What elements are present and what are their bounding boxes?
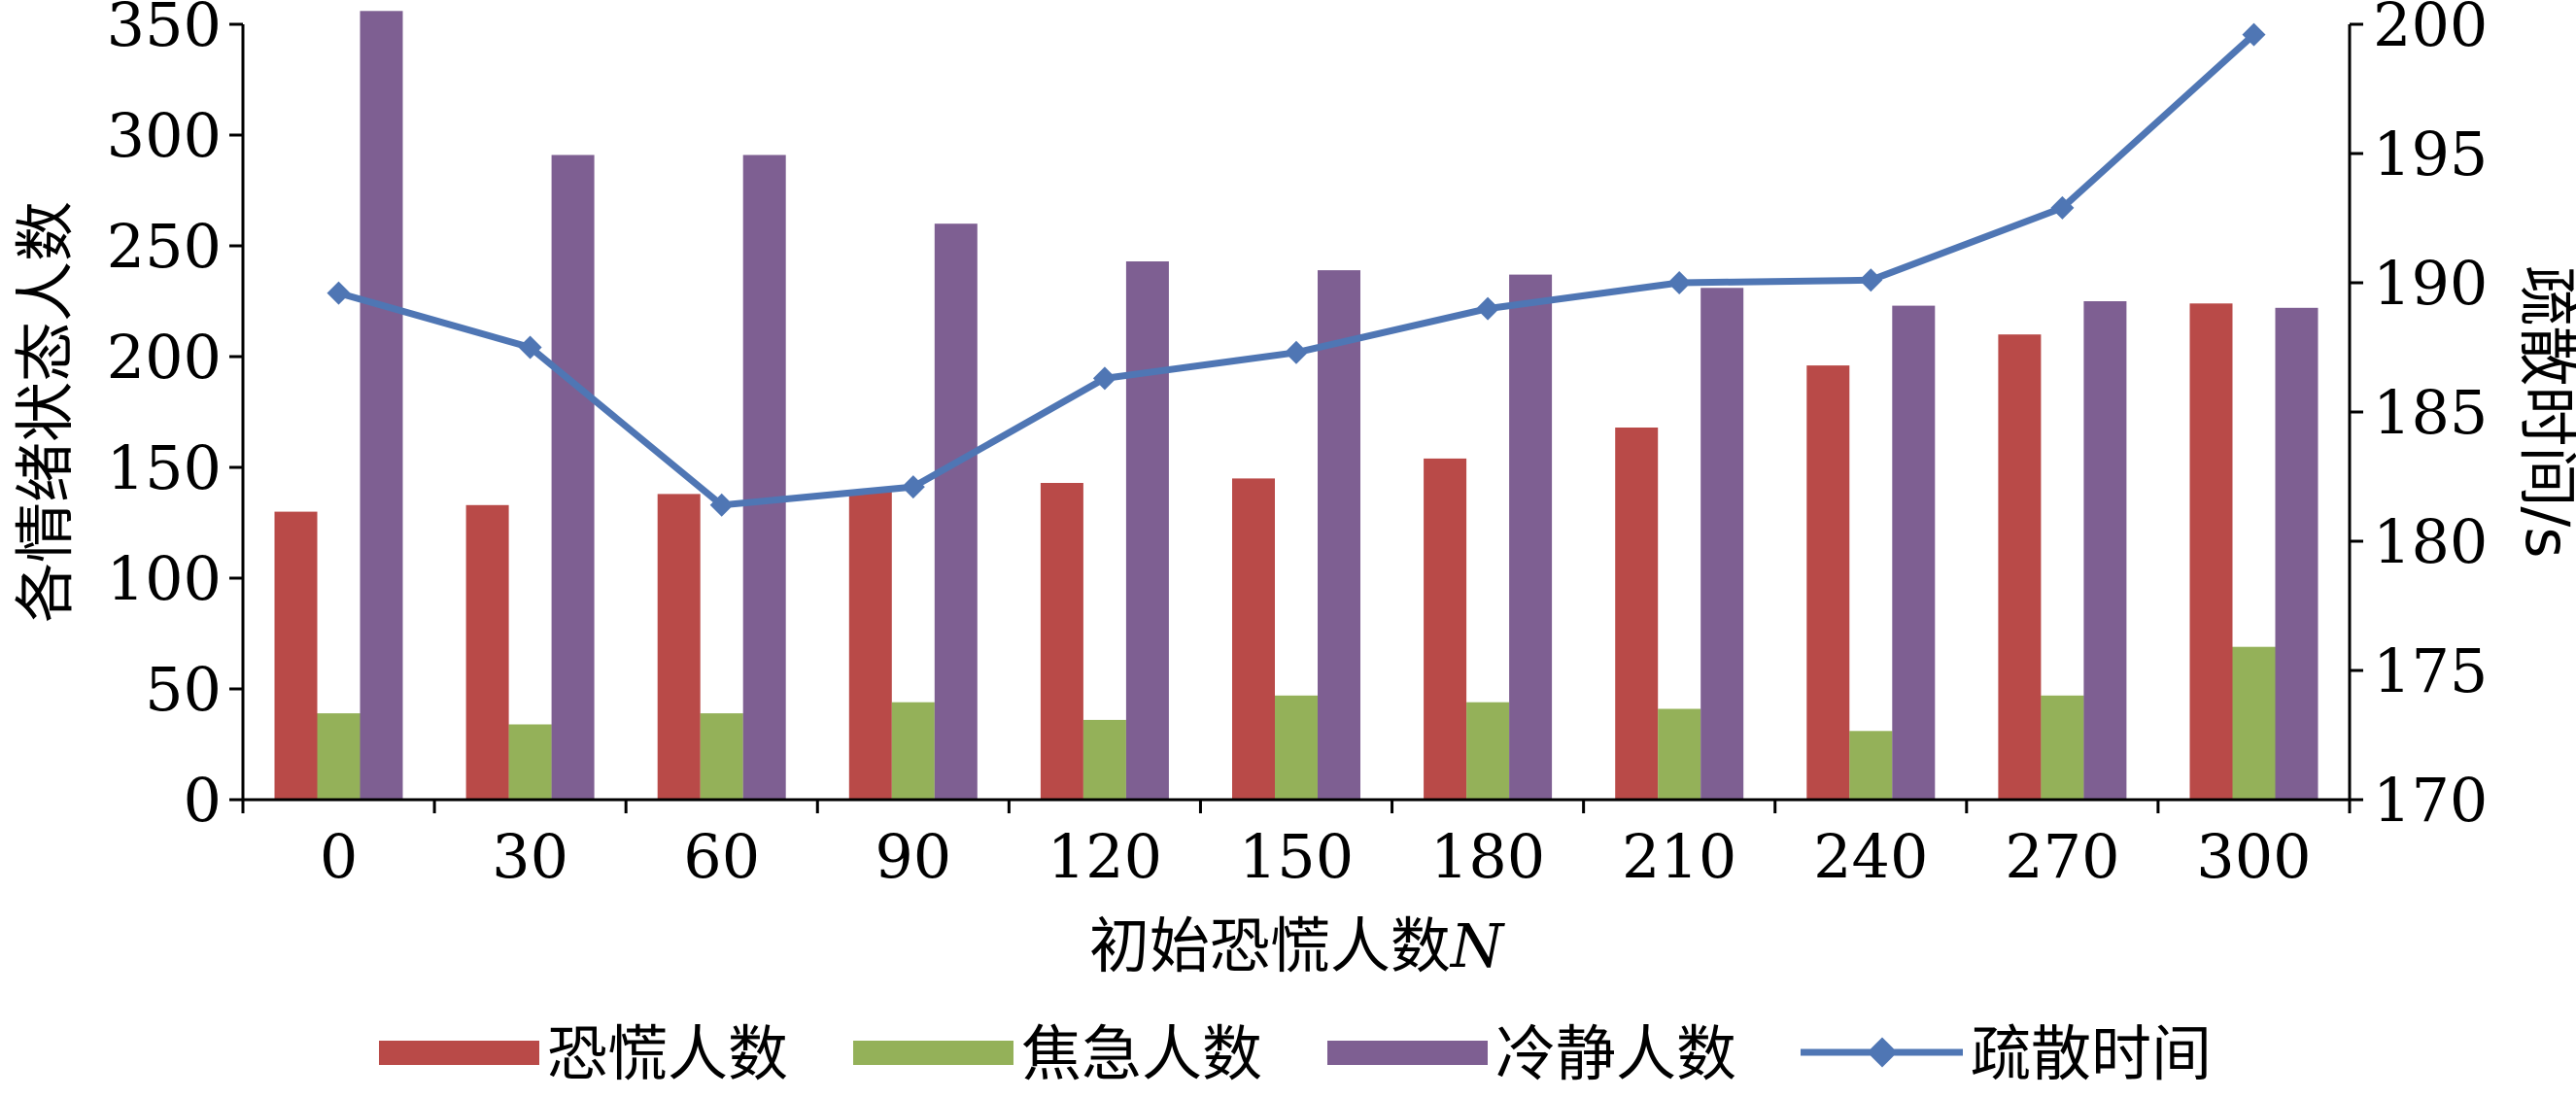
x-axis-title-var: N — [1449, 910, 1506, 981]
x-tick-label: 150 — [1239, 821, 1354, 892]
bar-冷静人数-150 — [1318, 270, 1360, 801]
y2-tick-label: 180 — [2373, 506, 2488, 577]
point-evacuation-time-300 — [2242, 22, 2266, 47]
y-tick-label: 350 — [107, 0, 222, 60]
legend-label-anxious: 焦急人数 — [1021, 1018, 1262, 1089]
point-evacuation-time-0 — [326, 281, 351, 305]
legend-swatch-anxious — [853, 1041, 1013, 1065]
x-tick-label: 30 — [492, 821, 568, 892]
point-evacuation-time-120 — [1092, 366, 1116, 391]
legend-label-evacuation: 疏散时间 — [1971, 1018, 2212, 1089]
bar-冷静人数-60 — [742, 154, 786, 800]
y-tick-label: 250 — [107, 211, 222, 282]
line-layer — [326, 22, 2266, 517]
bar-恐慌人数-60 — [657, 494, 701, 800]
legend-swatch-panic — [379, 1041, 539, 1065]
bar-焦急人数-120 — [1082, 719, 1126, 800]
y2-axis-title: 疏散时间/s — [2512, 265, 2576, 558]
x-tick-label: 240 — [1813, 821, 1928, 892]
bar-冷静人数-300 — [2275, 307, 2318, 800]
bar-焦急人数-210 — [1658, 708, 1701, 800]
bar-恐慌人数-180 — [1424, 458, 1467, 800]
legend: 恐慌人数 焦急人数 冷静人数 疏散时间 — [379, 1018, 2212, 1089]
legend-marker-evacuation — [1867, 1037, 1898, 1068]
bar-冷静人数-90 — [934, 223, 978, 800]
y-tick-label: 200 — [107, 322, 222, 393]
x-axis-title: 初始恐慌人数N — [1089, 910, 1506, 981]
y-tick-label: 100 — [107, 543, 222, 614]
bar-恐慌人数-90 — [848, 492, 892, 800]
bar-焦急人数-270 — [2041, 695, 2084, 800]
y-tick-label: 0 — [184, 765, 222, 836]
legend-label-panic: 恐慌人数 — [547, 1018, 788, 1089]
bar-冷静人数-240 — [1892, 305, 1936, 800]
point-evacuation-time-180 — [1476, 296, 1500, 321]
bar-恐慌人数-240 — [1806, 365, 1850, 800]
y2-tick-label: 190 — [2373, 248, 2488, 319]
line-evacuation-time — [337, 32, 2256, 509]
bars-layer — [274, 11, 2318, 801]
bar-冷静人数-0 — [360, 11, 403, 801]
x-tick-label: 120 — [1048, 821, 1162, 892]
bar-冷静人数-120 — [1125, 261, 1169, 800]
bar-焦急人数-240 — [1849, 731, 1893, 800]
bar-焦急人数-90 — [891, 702, 935, 800]
bar-焦急人数-0 — [317, 713, 361, 800]
y-tick-label: 300 — [107, 100, 222, 171]
bar-恐慌人数-30 — [465, 504, 509, 800]
x-axis-title-text: 初始恐慌人数 — [1089, 910, 1451, 981]
bar-恐慌人数-0 — [274, 511, 318, 800]
x-tick-label: 180 — [1430, 821, 1545, 892]
bar-恐慌人数-270 — [1998, 334, 2042, 800]
bar-焦急人数-180 — [1466, 702, 1510, 800]
bar-恐慌人数-300 — [2189, 303, 2233, 800]
x-tick-label: 60 — [683, 821, 760, 892]
point-evacuation-time-60 — [709, 493, 734, 517]
x-tick-label: 90 — [875, 821, 951, 892]
y-axis-title: 各情绪状态人数 — [10, 201, 81, 623]
legend-swatch-calm — [1327, 1041, 1488, 1065]
x-tick-label: 270 — [2005, 821, 2119, 892]
point-evacuation-time-270 — [2050, 195, 2075, 220]
y2-tick-label: 170 — [2373, 765, 2488, 836]
bar-焦急人数-30 — [508, 724, 552, 800]
bar-冷静人数-30 — [551, 154, 595, 800]
legend-label-calm: 冷静人数 — [1495, 1018, 1736, 1089]
y2-tick-label: 185 — [2373, 377, 2488, 448]
y2-tick-label: 200 — [2373, 0, 2488, 60]
point-evacuation-time-90 — [901, 475, 925, 499]
y-tick-label: 150 — [107, 432, 222, 503]
y-tick-label: 50 — [145, 654, 222, 725]
x-tick-label: 210 — [1622, 821, 1736, 892]
y2-tick-label: 195 — [2373, 119, 2488, 189]
x-tick-label: 300 — [2196, 821, 2311, 892]
bar-焦急人数-300 — [2232, 646, 2276, 800]
point-evacuation-time-30 — [518, 335, 542, 360]
bar-焦急人数-150 — [1275, 695, 1318, 800]
point-evacuation-time-150 — [1285, 340, 1308, 364]
point-evacuation-time-210 — [1667, 271, 1692, 294]
bar-冷静人数-180 — [1509, 274, 1553, 801]
point-evacuation-time-240 — [1859, 268, 1883, 292]
bar-恐慌人数-150 — [1232, 478, 1275, 800]
ticks-layer: 0501001502002503003501701751801851901952… — [107, 0, 2489, 892]
bar-恐慌人数-120 — [1040, 483, 1083, 800]
bar-冷静人数-210 — [1700, 288, 1744, 800]
bar-恐慌人数-210 — [1615, 428, 1659, 800]
x-tick-label: 0 — [320, 821, 358, 892]
bar-焦急人数-60 — [700, 713, 743, 800]
bar-冷静人数-270 — [2083, 301, 2127, 800]
y2-tick-label: 175 — [2373, 635, 2488, 706]
